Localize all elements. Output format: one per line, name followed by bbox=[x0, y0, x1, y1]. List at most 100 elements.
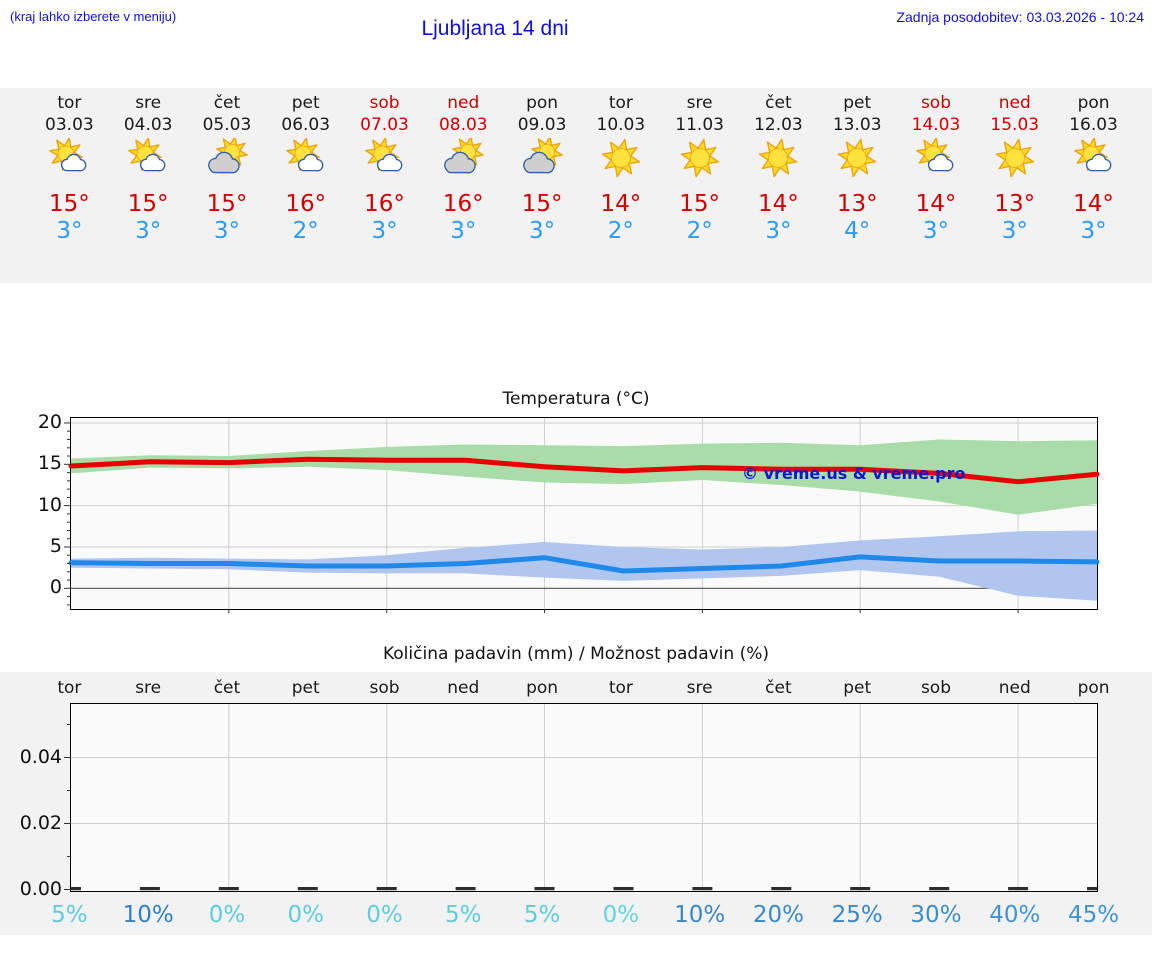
day-name: sob bbox=[920, 93, 952, 113]
high-temp: 15° bbox=[127, 191, 169, 217]
sun-icon bbox=[660, 138, 739, 184]
day-column: sob 07.03 16° 3° bbox=[345, 92, 424, 245]
temp-ytick-label: 0 bbox=[49, 576, 62, 599]
day-date: 13.03 bbox=[832, 115, 882, 135]
precip-probability-value: 10% bbox=[122, 902, 174, 928]
precipitation-chart bbox=[64, 703, 1098, 892]
precip-ytick-label: 0.04 bbox=[19, 745, 62, 768]
precip-probability-value: 5% bbox=[445, 902, 482, 928]
sun-small-cloud-icon bbox=[897, 138, 976, 184]
high-temp: 15° bbox=[679, 191, 721, 217]
day-column: pet 13.03 13° 4° bbox=[818, 92, 897, 245]
low-temp: 3° bbox=[1080, 218, 1107, 244]
day-date: 06.03 bbox=[281, 115, 331, 135]
precip-probability-value: 25% bbox=[831, 902, 883, 928]
low-temp: 3° bbox=[1001, 218, 1028, 244]
precip-probability-value: 5% bbox=[51, 902, 88, 928]
precip-probability-value: 0% bbox=[366, 902, 403, 928]
low-temp: 2° bbox=[607, 218, 634, 244]
day-column: sob 14.03 14° 3° bbox=[897, 92, 976, 245]
temperature-chart-title: Temperatura (°C) bbox=[502, 389, 650, 409]
day-name: pon bbox=[526, 93, 559, 113]
day-date: 04.03 bbox=[123, 115, 173, 135]
precip-day-label: čet bbox=[765, 678, 792, 698]
precip-day-label: ned bbox=[998, 678, 1031, 698]
precip-day-label: tor bbox=[608, 678, 633, 698]
day-column: tor 10.03 14° 2° bbox=[581, 92, 660, 245]
day-column: pet 06.03 16° 2° bbox=[266, 92, 345, 245]
precip-probability-value: 10% bbox=[674, 902, 726, 928]
low-temp: 3° bbox=[213, 218, 241, 244]
day-date: 14.03 bbox=[911, 115, 961, 135]
day-date: 11.03 bbox=[675, 115, 724, 135]
low-temp: 3° bbox=[529, 218, 556, 244]
sun-icon bbox=[818, 138, 897, 184]
day-date: 15.03 bbox=[990, 115, 1040, 135]
precip-probability-value: 20% bbox=[752, 902, 804, 928]
precip-day-label: sre bbox=[686, 678, 713, 698]
day-column: ned 15.03 13° 3° bbox=[975, 92, 1054, 245]
day-name: čet bbox=[765, 93, 792, 113]
day-date: 08.03 bbox=[438, 115, 488, 135]
day-name: sre bbox=[135, 93, 162, 113]
sun-gray-cloud-icon bbox=[424, 138, 503, 184]
day-column: sre 11.03 15° 2° bbox=[660, 92, 739, 245]
day-name: sre bbox=[686, 93, 713, 113]
day-column: čet 05.03 15° 3° bbox=[188, 92, 267, 245]
day-name: pon bbox=[1077, 93, 1110, 113]
sun-gray-cloud-icon bbox=[503, 138, 582, 184]
day-date: 03.03 bbox=[45, 115, 94, 135]
watermark-text: © vreme.us & vreme.pro bbox=[742, 464, 966, 483]
temperature-chart bbox=[64, 417, 1100, 613]
day-column: pon 16.03 14° 3° bbox=[1054, 92, 1133, 245]
day-name: tor bbox=[57, 93, 82, 113]
precip-ytick-label: 0.02 bbox=[19, 811, 62, 834]
sun-small-cloud-icon bbox=[1054, 138, 1133, 184]
sun-small-cloud-icon bbox=[345, 138, 424, 184]
high-temp: 14° bbox=[758, 191, 799, 217]
precip-day-label: čet bbox=[213, 678, 241, 698]
forecast-day-columns: tor 03.03 15° 3° sre 04.03 15° 3° čet 05.03 15° 3° p… bbox=[30, 92, 1133, 245]
precip-probability-value: 40% bbox=[989, 902, 1041, 928]
high-temp: 15° bbox=[521, 191, 563, 217]
high-temp: 16° bbox=[442, 191, 484, 217]
sun-small-cloud-icon bbox=[30, 138, 109, 184]
page-title: Ljubljana 14 dni bbox=[421, 17, 569, 40]
low-temp: 3° bbox=[56, 218, 83, 244]
day-column: pon 09.03 15° 3° bbox=[503, 92, 582, 245]
low-temp: 2° bbox=[292, 218, 319, 244]
day-column: čet 12.03 14° 3° bbox=[739, 92, 818, 245]
high-temp: 13° bbox=[994, 191, 1036, 217]
day-name: pet bbox=[843, 93, 872, 113]
menu-hint-text: (kraj lahko izberete v meniju) bbox=[10, 9, 177, 24]
high-temp: 14° bbox=[600, 191, 642, 217]
low-temp: 3° bbox=[765, 218, 792, 244]
precip-probability-row: 5% 10% 0% 0% 0% 5% 5% 0% 10% 20% 25% 30% 40% 45% bbox=[30, 900, 1133, 930]
low-temp: 2° bbox=[686, 218, 713, 244]
day-date: 05.03 bbox=[202, 115, 252, 135]
sun-gray-cloud-icon bbox=[188, 138, 267, 184]
precip-probability-value: 0% bbox=[208, 902, 246, 928]
day-name: tor bbox=[608, 93, 633, 113]
precip-day-label: pet bbox=[843, 678, 872, 698]
precip-probability-value: 0% bbox=[287, 902, 324, 928]
day-date: 12.03 bbox=[754, 115, 803, 135]
low-temp: 3° bbox=[135, 218, 162, 244]
precip-probability-value: 0% bbox=[602, 902, 640, 928]
day-name: pet bbox=[291, 93, 320, 113]
precip-day-label: pet bbox=[291, 678, 320, 698]
temp-ytick-label: 5 bbox=[49, 534, 62, 557]
low-temp: 3° bbox=[922, 218, 950, 244]
high-temp: 14° bbox=[1073, 191, 1114, 217]
high-temp: 15° bbox=[206, 191, 248, 217]
day-date: 10.03 bbox=[596, 115, 646, 135]
day-date: 07.03 bbox=[360, 115, 409, 135]
low-temp: 3° bbox=[371, 218, 398, 244]
precip-day-label: tor bbox=[57, 678, 82, 698]
high-temp: 14° bbox=[915, 191, 957, 217]
low-temp: 4° bbox=[844, 218, 871, 244]
sun-small-cloud-icon bbox=[266, 138, 345, 184]
high-temp: 16° bbox=[285, 191, 327, 217]
temp-ytick-label: 20 bbox=[37, 410, 62, 433]
